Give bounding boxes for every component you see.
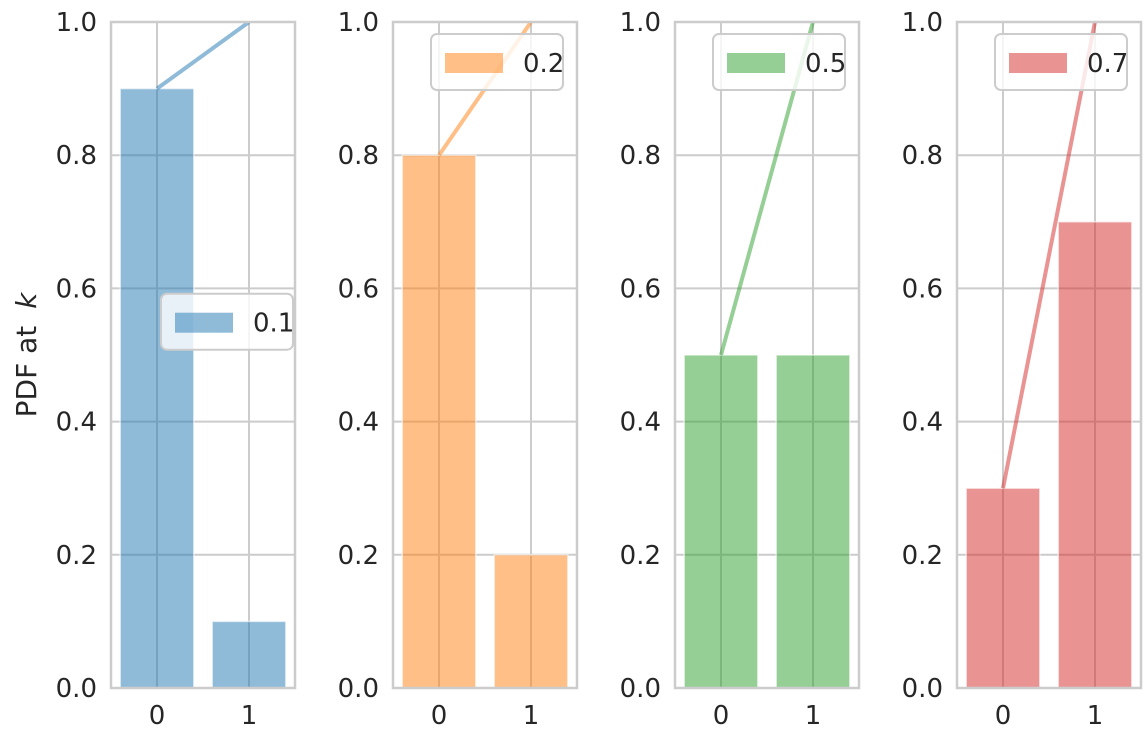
y-tick-label: 0.2 xyxy=(338,541,379,571)
axes-frame xyxy=(109,20,297,690)
bar-k1 xyxy=(775,354,851,689)
y-tick-label: 0.4 xyxy=(902,408,943,438)
legend-swatch xyxy=(1009,53,1067,73)
legend: 0.2 xyxy=(430,33,564,91)
bar-k1 xyxy=(211,620,287,689)
subplot-0: 0.0 0.2 0.4 0.6 0.8 1.0 0 1 0.1 xyxy=(56,8,297,731)
y-tick-label: 0.6 xyxy=(56,274,97,304)
cdf-line xyxy=(1001,22,1097,489)
y-tick-label: 0.4 xyxy=(56,408,97,438)
x-tick-label: 1 xyxy=(241,701,258,731)
legend-swatch xyxy=(727,53,785,73)
y-tick-label: 1.0 xyxy=(620,8,661,38)
x-tick-label: 0 xyxy=(431,701,448,731)
bar-k1 xyxy=(493,554,569,689)
y-tick-label: 0.8 xyxy=(338,141,379,171)
y-tick-label: 0.2 xyxy=(620,541,661,571)
y-tick-label: 0.2 xyxy=(56,541,97,571)
legend-swatch xyxy=(445,53,503,73)
axes-frame xyxy=(673,20,861,690)
y-tick-label: 0.0 xyxy=(338,674,379,704)
y-tick-label: 0.4 xyxy=(338,408,379,438)
y-axis-label: PDF at k xyxy=(10,291,43,418)
legend: 0.7 xyxy=(994,33,1128,91)
y-tick-label: 0.0 xyxy=(902,674,943,704)
bar-k0 xyxy=(965,487,1041,689)
x-tick-label: 1 xyxy=(805,701,822,731)
legend-label: 0.2 xyxy=(523,49,564,79)
y-tick-label: 0.8 xyxy=(902,141,943,171)
axes-frame xyxy=(391,20,579,690)
legend: 0.5 xyxy=(712,33,846,91)
cdf-line xyxy=(155,22,251,91)
x-tick-label: 0 xyxy=(713,701,730,731)
y-axis-label-prefix: PDF at xyxy=(10,317,43,418)
y-axis-label-var: k xyxy=(10,291,43,309)
legend-label: 0.1 xyxy=(253,309,294,339)
bar-k1 xyxy=(1057,221,1133,689)
x-tick-label: 1 xyxy=(1087,701,1104,731)
y-tick-label: 1.0 xyxy=(338,8,379,38)
legend: 0.1 xyxy=(160,292,294,351)
subplot-3: 0.0 0.2 0.4 0.6 0.8 1.0 0 1 0.7 xyxy=(902,8,1143,731)
legend-label: 0.7 xyxy=(1087,49,1128,79)
y-tick-label: 0.4 xyxy=(620,408,661,438)
bar-k0 xyxy=(119,87,195,689)
y-tick-label: 0.6 xyxy=(338,274,379,304)
x-tick-label: 1 xyxy=(523,701,540,731)
subplot-1: 0.0 0.2 0.4 0.6 0.8 1.0 0 1 0.2 xyxy=(338,8,579,731)
y-tick-label: 0.2 xyxy=(902,541,943,571)
y-tick-label: 0.0 xyxy=(56,674,97,704)
y-tick-label: 0.0 xyxy=(620,674,661,704)
legend-label: 0.5 xyxy=(805,49,846,79)
y-tick-label: 0.6 xyxy=(902,274,943,304)
subplot-2: 0.0 0.2 0.4 0.6 0.8 1.0 0 1 0.5 xyxy=(620,8,861,731)
y-tick-label: 0.6 xyxy=(620,274,661,304)
bar-k0 xyxy=(683,354,759,689)
axes-frame xyxy=(955,20,1143,690)
y-tick-label: 1.0 xyxy=(902,8,943,38)
bar-k0 xyxy=(401,154,477,689)
x-tick-label: 0 xyxy=(149,701,166,731)
y-tick-label: 1.0 xyxy=(56,8,97,38)
y-tick-label: 0.8 xyxy=(620,141,661,171)
legend-swatch xyxy=(175,312,233,333)
y-tick-label: 0.8 xyxy=(56,141,97,171)
x-tick-label: 0 xyxy=(995,701,1012,731)
